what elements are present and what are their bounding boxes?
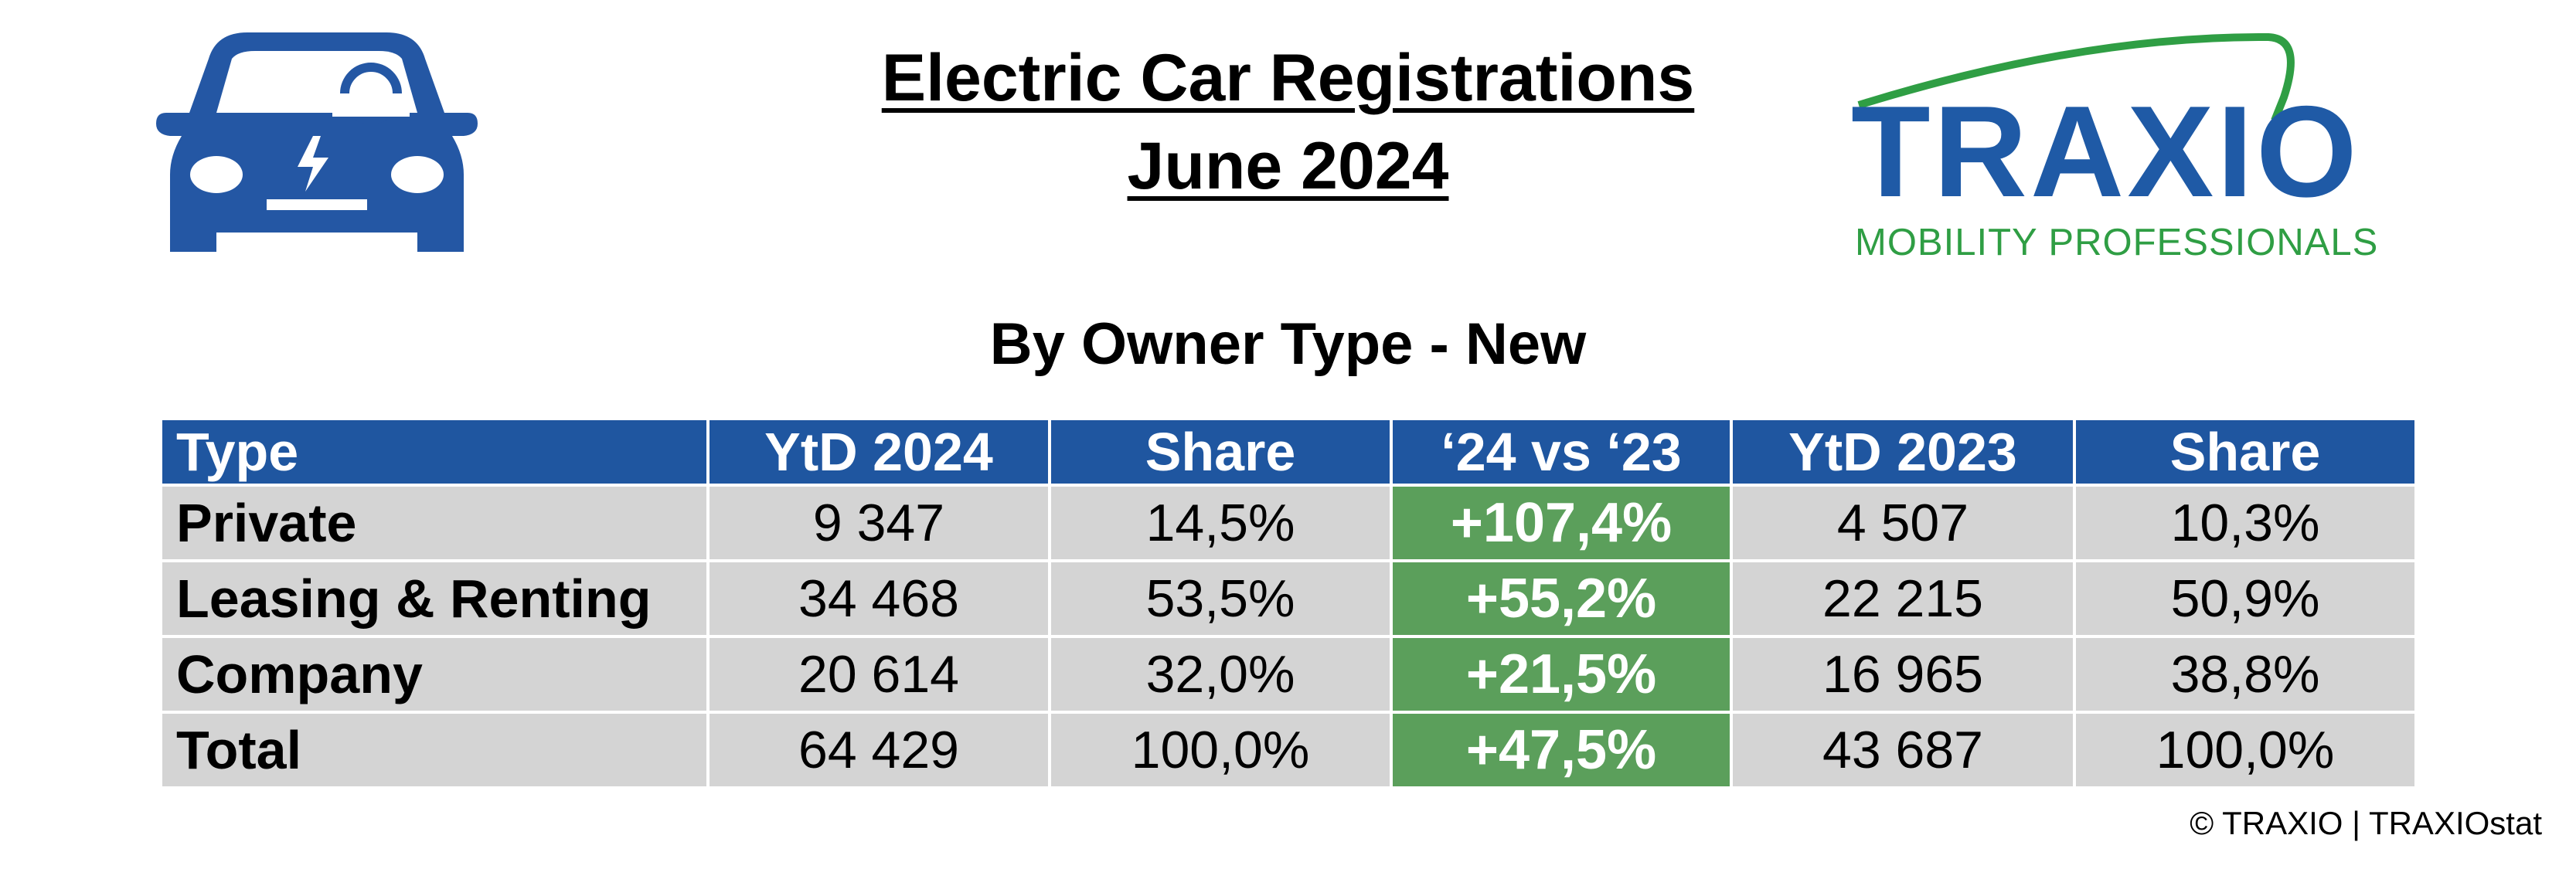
table-row: Total 64 429 100,0% +47,5% 43 687 100,0% xyxy=(159,711,2418,789)
logo-swoosh xyxy=(1857,32,2295,121)
car-icon xyxy=(156,32,478,252)
subtitle: By Owner Type - New xyxy=(989,311,1587,377)
cell: 38,8% xyxy=(2073,635,2418,714)
row-label: Leasing & Renting xyxy=(159,559,710,638)
cell: 100,0% xyxy=(1048,711,1393,789)
footer: © TRAXIO | TRAXIOstat xyxy=(2190,805,2542,841)
cell: 16 965 xyxy=(1730,635,2076,714)
row-label: Company xyxy=(159,635,710,714)
cell: 9 347 xyxy=(706,484,1051,562)
title-line: Electric Car Registrations xyxy=(881,41,1695,115)
table: Type YtD 2024 Share ‘24 vs ‘23 YtD 2023 Share… xyxy=(159,417,2418,789)
cell: 53,5% xyxy=(1048,559,1393,638)
cell: 50,9% xyxy=(2073,559,2418,638)
logo-name: TRAXIO xyxy=(1851,79,2360,224)
column-header: YtD 2023 xyxy=(1730,417,2076,487)
column-header: Share xyxy=(2073,417,2418,487)
cell: 34 468 xyxy=(706,559,1051,638)
title-line: June 2024 xyxy=(1127,129,1449,203)
column-header: Share xyxy=(1048,417,1393,487)
cell: 43 687 xyxy=(1730,711,2076,789)
row-label: Total xyxy=(159,711,710,789)
cell: +55,2% xyxy=(1390,559,1733,638)
cell: 10,3% xyxy=(2073,484,2418,562)
column-header: ‘24 vs ‘23 xyxy=(1390,417,1733,487)
table-head: Type YtD 2024 Share ‘24 vs ‘23 YtD 2023 Share xyxy=(159,417,2418,487)
column-header: Type xyxy=(159,417,710,487)
cell: 4 507 xyxy=(1730,484,2076,562)
cell: +47,5% xyxy=(1390,711,1733,789)
header-row: Type YtD 2024 Share ‘24 vs ‘23 YtD 2023 Share xyxy=(159,417,2418,487)
table-row: Company 20 614 32,0% +21,5% 16 965 38,8% xyxy=(159,635,2418,714)
cell: +107,4% xyxy=(1390,484,1733,562)
table-body: Private 9 347 14,5% +107,4% 4 507 10,3% Leasin… xyxy=(159,484,2418,789)
cell: 20 614 xyxy=(706,635,1051,714)
table-row: Leasing & Renting 34 468 53,5% +55,2% 22 215… xyxy=(159,559,2418,638)
cell: 64 429 xyxy=(706,711,1051,789)
cell: 22 215 xyxy=(1730,559,2076,638)
column-header: YtD 2024 xyxy=(706,417,1051,487)
cell: 32,0% xyxy=(1048,635,1393,714)
logo-tagline: MOBILITY PROFESSIONALS xyxy=(1855,222,2379,263)
table-row: Private 9 347 14,5% +107,4% 4 507 10,3% xyxy=(159,484,2418,562)
cell: +21,5% xyxy=(1390,635,1733,714)
row-label: Private xyxy=(159,484,710,562)
cell: 14,5% xyxy=(1048,484,1393,562)
cell: 100,0% xyxy=(2073,711,2418,789)
